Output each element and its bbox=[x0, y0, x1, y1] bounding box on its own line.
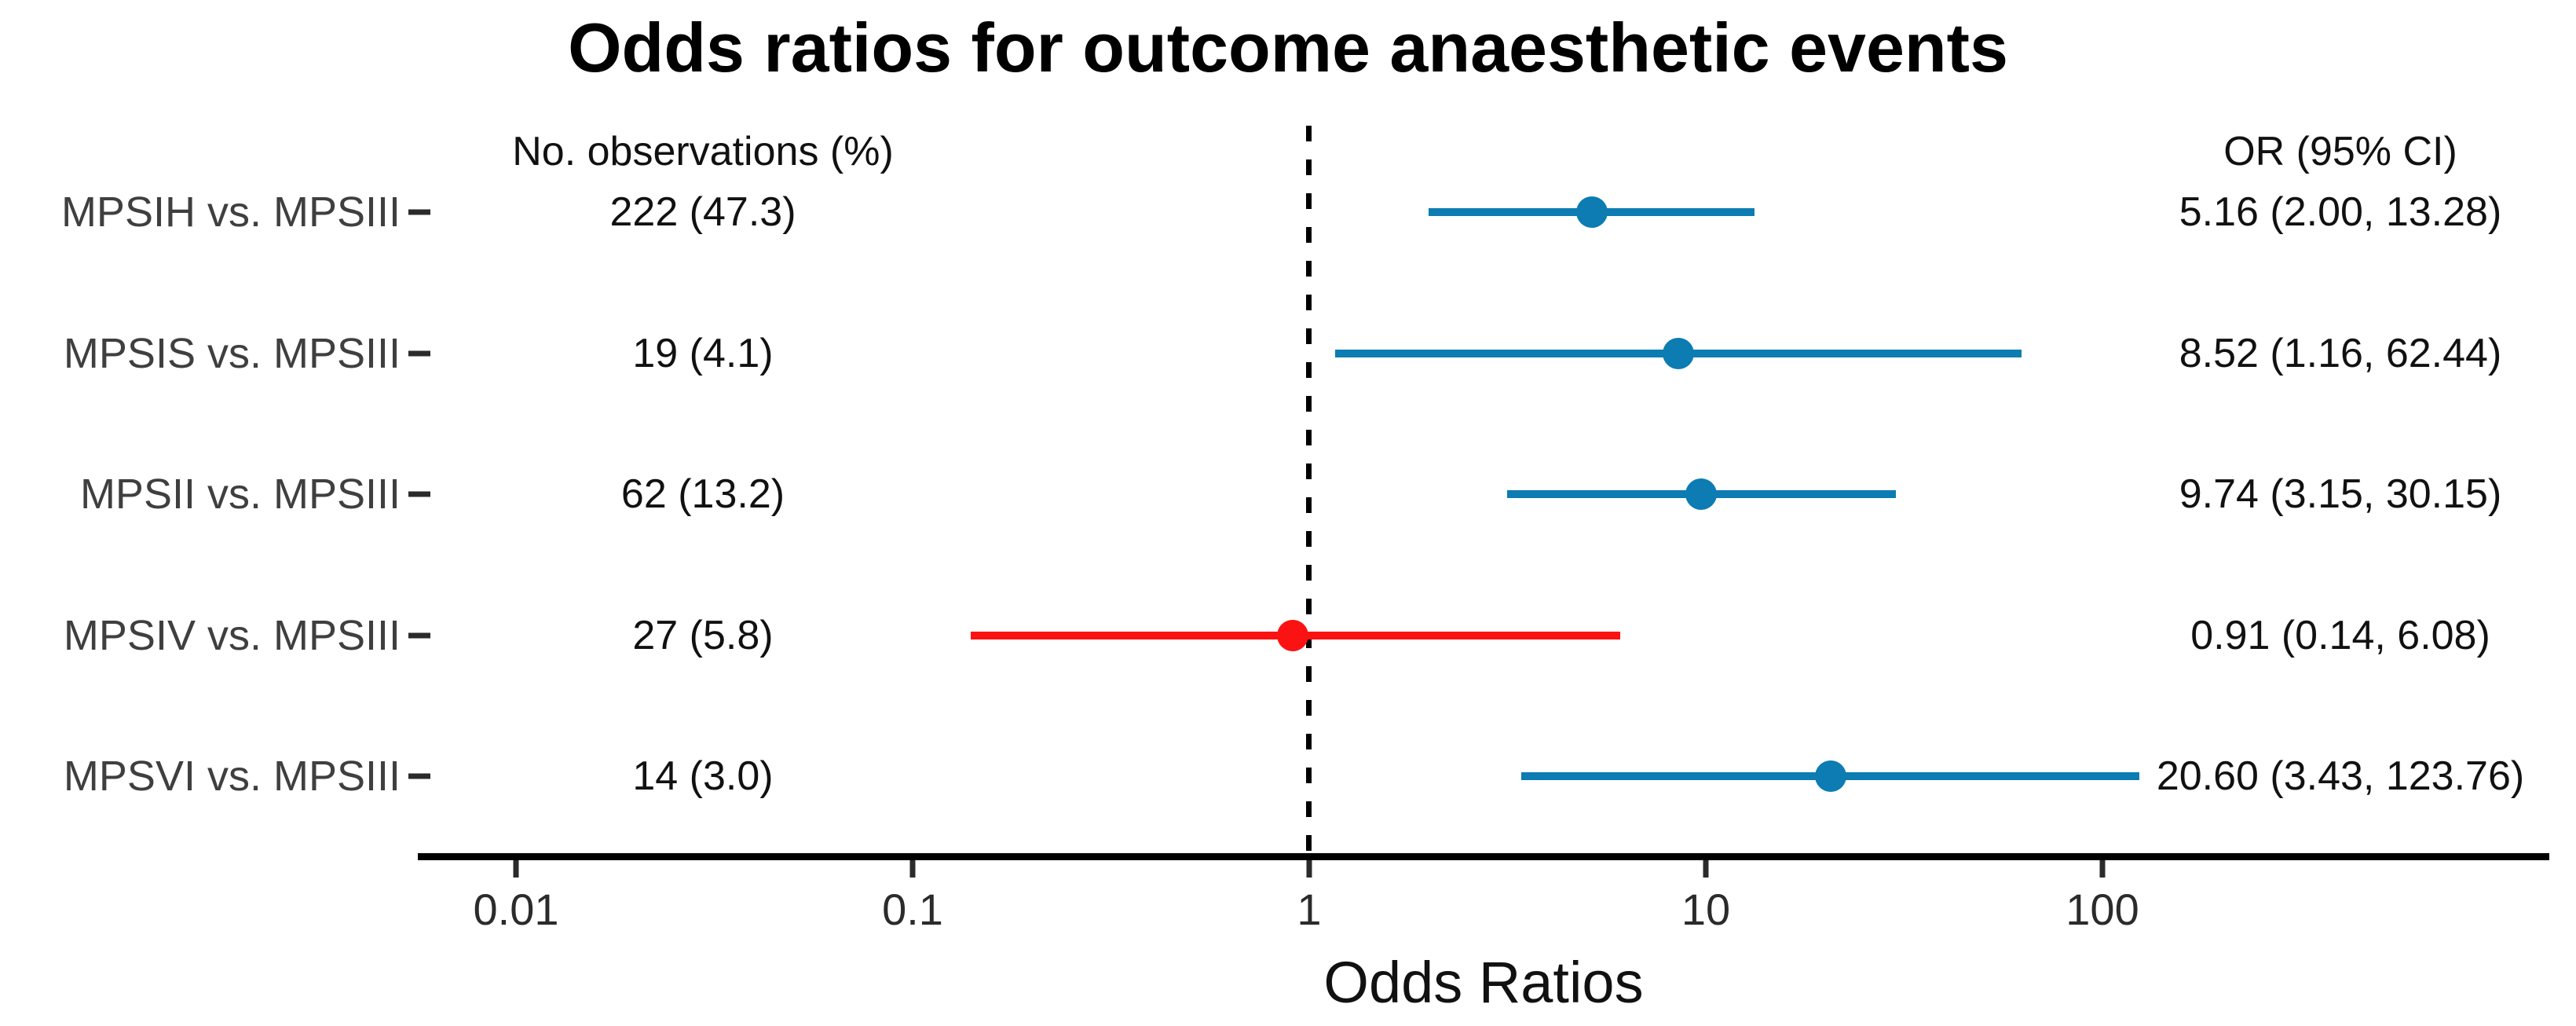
or-ci-value: 0.91 (0.14, 6.08) bbox=[2190, 612, 2490, 658]
observations-value: 62 (13.2) bbox=[620, 471, 785, 517]
row-axis-tick bbox=[408, 209, 430, 215]
x-tick-mark bbox=[2099, 860, 2106, 878]
x-tick-mark bbox=[513, 860, 519, 878]
or-ci-value: 8.52 (1.16, 62.44) bbox=[2179, 330, 2502, 376]
x-tick-mark bbox=[1306, 860, 1312, 878]
row-label: MPSIV vs. MPSIII bbox=[63, 611, 401, 659]
or-ci-value: 9.74 (3.15, 30.15) bbox=[2179, 471, 2502, 517]
x-tick-label: 0.01 bbox=[473, 885, 559, 934]
x-tick-label: 10 bbox=[1681, 885, 1731, 934]
observations-value: 19 (4.1) bbox=[632, 330, 774, 376]
row-axis-tick bbox=[408, 491, 430, 497]
row-axis-tick bbox=[408, 632, 430, 638]
or-ci-value: 5.16 (2.00, 13.28) bbox=[2179, 189, 2502, 235]
x-tick-mark bbox=[1703, 860, 1709, 878]
x-tick-label: 100 bbox=[2066, 885, 2139, 934]
x-tick-label: 1 bbox=[1297, 885, 1322, 934]
observations-value: 14 (3.0) bbox=[632, 753, 774, 799]
chart-title: Odds ratios for outcome anaesthetic even… bbox=[568, 9, 2008, 86]
row-axis-tick bbox=[408, 350, 430, 356]
reference-line bbox=[1306, 126, 1312, 856]
column-header-or-ci: OR (95% CI) bbox=[2223, 129, 2457, 174]
row-label: MPSIS vs. MPSIII bbox=[63, 329, 401, 377]
or-point bbox=[1575, 196, 1608, 228]
or-point bbox=[1277, 619, 1309, 651]
x-tick-label: 0.1 bbox=[882, 885, 943, 934]
x-axis-line bbox=[418, 853, 2549, 860]
or-point bbox=[1814, 760, 1846, 792]
x-tick-mark bbox=[909, 860, 916, 878]
x-axis-title: Odds Ratios bbox=[1323, 950, 1644, 1015]
row-label: MPSVI vs. MPSIII bbox=[63, 753, 401, 800]
column-header-observations: No. observations (%) bbox=[512, 129, 894, 174]
row-label: MPSIH vs. MPSIII bbox=[60, 189, 401, 236]
observations-value: 27 (5.8) bbox=[632, 612, 774, 658]
or-point bbox=[1662, 337, 1694, 369]
or-ci-value: 20.60 (3.43, 123.76) bbox=[2156, 753, 2525, 799]
row-axis-tick bbox=[408, 773, 430, 779]
or-point bbox=[1685, 478, 1718, 510]
row-label: MPSII vs. MPSIII bbox=[79, 471, 401, 518]
observations-value: 222 (47.3) bbox=[609, 189, 796, 235]
